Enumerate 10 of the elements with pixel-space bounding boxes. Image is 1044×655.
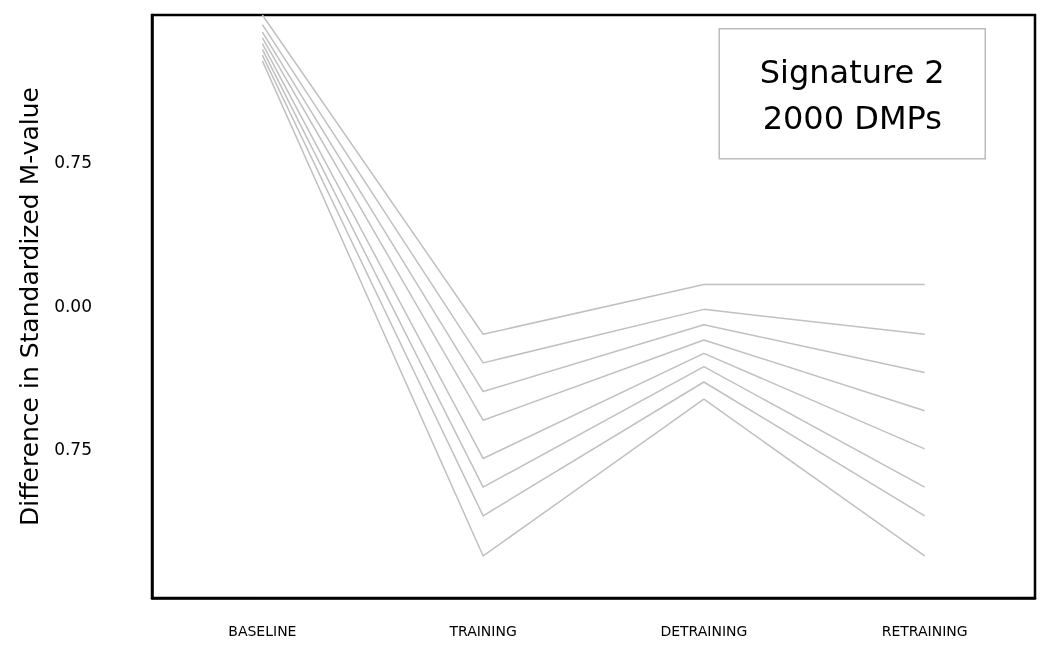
y-tick-label: 0.75 [54,152,92,173]
x-tick-label: DETRAINING [660,623,748,639]
annotation: 2000 DMPs [762,98,942,137]
x-tick-label: TRAINING [448,623,517,639]
y-tick-label: 0.75 [54,438,92,459]
y-tick-label: 0.00 [54,295,92,316]
annotation: Signature 2 [759,52,945,91]
y-axis-title: Difference in Standardized M-value [15,87,44,526]
x-tick-label: BASELINE [228,623,297,639]
x-tick-label: RETRAINING [881,623,968,639]
